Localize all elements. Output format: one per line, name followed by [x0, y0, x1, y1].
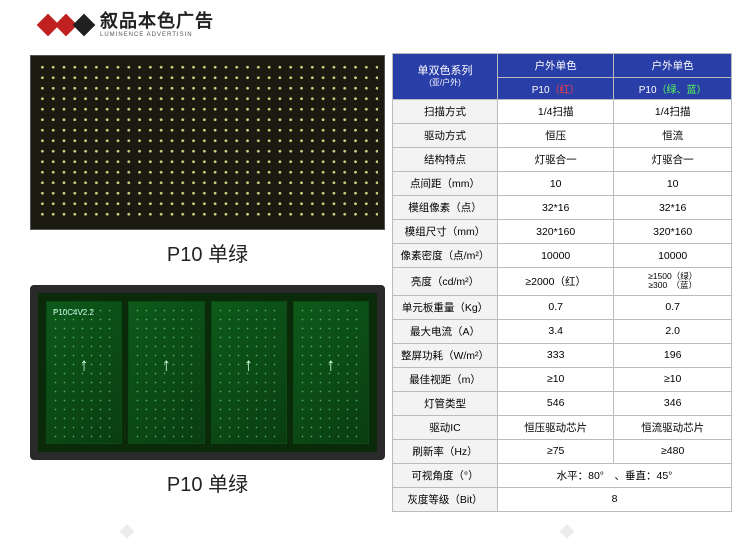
table-row: 像素密度（点/m²）1000010000 — [393, 244, 732, 268]
row-value: 10 — [498, 172, 614, 196]
row-value: 3.4 — [498, 319, 614, 343]
table-row: 最佳视距（m）≥10≥10 — [393, 367, 732, 391]
row-value: 恒压 — [498, 124, 614, 148]
row-value: ≥2000（红） — [498, 268, 614, 296]
row-value: 0.7 — [498, 295, 614, 319]
row-label: 最佳视距（m） — [393, 367, 498, 391]
row-value: 320*160 — [498, 220, 614, 244]
row-value: 32*16 — [614, 196, 732, 220]
row-value: ≥480 — [614, 439, 732, 463]
row-value: 333 — [498, 343, 614, 367]
row-label: 亮度（cd/m²） — [393, 268, 498, 296]
table-row: 结构特点灯驱合一灯驱合一 — [393, 148, 732, 172]
brand-logo: 叙品本色广告 LUMINENCE ADVERTISIN — [40, 12, 214, 38]
row-label: 模组像素（点） — [393, 196, 498, 220]
row-value: 346 — [614, 391, 732, 415]
row-label: 可视角度（°） — [393, 463, 498, 487]
logo-text-en: LUMINENCE ADVERTISIN — [100, 32, 214, 38]
row-value: 10 — [614, 172, 732, 196]
watermark: ◆ — [120, 520, 134, 541]
row-label: 模组尺寸（mm） — [393, 220, 498, 244]
led-module-back: P10C4V2.2 ↑ ↑ ↑ ↑ — [30, 285, 385, 460]
row-value: 1/4扫描 — [614, 100, 732, 124]
pcb-label: P10C4V2.2 — [53, 308, 94, 317]
arrow-up-icon: ↑ — [162, 355, 171, 376]
row-label: 刷新率（Hz） — [393, 439, 498, 463]
row-label: 点间距（mm） — [393, 172, 498, 196]
row-value: 8 — [498, 487, 732, 511]
row-value: ≥10 — [498, 367, 614, 391]
arrow-up-icon: ↑ — [326, 355, 335, 376]
row-value: ≥1500（绿）≥300 （蓝） — [614, 268, 732, 296]
spec-table: 单双色系列 (亚/户外) 户外单色 户外单色 P10（红） P10（绿、蓝） 扫… — [392, 53, 732, 512]
row-label: 驱动方式 — [393, 124, 498, 148]
row-value: 196 — [614, 343, 732, 367]
arrow-up-icon: ↑ — [244, 355, 253, 376]
row-value: ≥10 — [614, 367, 732, 391]
table-row: 灯管类型546346 — [393, 391, 732, 415]
row-label: 整屏功耗（W/m²） — [393, 343, 498, 367]
row-label: 单元板重量（Kg） — [393, 295, 498, 319]
product-back-panel: P10C4V2.2 ↑ ↑ ↑ ↑ P10 单绿 — [30, 285, 385, 497]
row-label: 灯管类型 — [393, 391, 498, 415]
row-value: 恒流 — [614, 124, 732, 148]
row-value: 32*16 — [498, 196, 614, 220]
th-col1-sub: P10（红） — [498, 78, 614, 100]
table-row: 灰度等级（Bit）8 — [393, 487, 732, 511]
table-row: 单元板重量（Kg）0.70.7 — [393, 295, 732, 319]
table-row: 可视角度（°）水平：80° 、垂直：45° — [393, 463, 732, 487]
th-col1: 户外单色 — [498, 54, 614, 78]
row-value: 恒流驱动芯片 — [614, 415, 732, 439]
row-value: 1/4扫描 — [498, 100, 614, 124]
product-front-panel: P10 单绿 — [30, 55, 385, 267]
logo-mark — [40, 17, 92, 33]
arrow-up-icon: ↑ — [80, 355, 89, 376]
row-value: 恒压驱动芯片 — [498, 415, 614, 439]
row-label: 像素密度（点/m²） — [393, 244, 498, 268]
row-value: 0.7 — [614, 295, 732, 319]
row-value: 2.0 — [614, 319, 732, 343]
table-row: 亮度（cd/m²）≥2000（红）≥1500（绿）≥300 （蓝） — [393, 268, 732, 296]
led-module-front — [30, 55, 385, 230]
row-value: 10000 — [614, 244, 732, 268]
row-label: 扫描方式 — [393, 100, 498, 124]
table-row: 模组像素（点）32*1632*16 — [393, 196, 732, 220]
table-row: 驱动IC恒压驱动芯片恒流驱动芯片 — [393, 415, 732, 439]
table-row: 刷新率（Hz）≥75≥480 — [393, 439, 732, 463]
logo-text-cn: 叙品本色广告 — [100, 12, 214, 30]
table-row: 模组尺寸（mm）320*160320*160 — [393, 220, 732, 244]
row-label: 结构特点 — [393, 148, 498, 172]
row-value: 320*160 — [614, 220, 732, 244]
row-label: 驱动IC — [393, 415, 498, 439]
table-row: 驱动方式恒压恒流 — [393, 124, 732, 148]
row-label: 灰度等级（Bit） — [393, 487, 498, 511]
table-row: 最大电流（A）3.42.0 — [393, 319, 732, 343]
row-value: 10000 — [498, 244, 614, 268]
caption-front: P10 单绿 — [167, 238, 248, 267]
row-value: 灯驱合一 — [498, 148, 614, 172]
table-row: 整屏功耗（W/m²）333196 — [393, 343, 732, 367]
watermark: ◆ — [560, 520, 574, 541]
th-col2-sub: P10（绿、蓝） — [614, 78, 732, 100]
row-value: 灯驱合一 — [614, 148, 732, 172]
row-value: 546 — [498, 391, 614, 415]
row-value: ≥75 — [498, 439, 614, 463]
th-series: 单双色系列 (亚/户外) — [393, 54, 498, 100]
caption-back: P10 单绿 — [167, 468, 248, 497]
table-row: 扫描方式1/4扫描1/4扫描 — [393, 100, 732, 124]
th-col2: 户外单色 — [614, 54, 732, 78]
table-row: 点间距（mm）1010 — [393, 172, 732, 196]
row-value: 水平：80° 、垂直：45° — [498, 463, 732, 487]
row-label: 最大电流（A） — [393, 319, 498, 343]
